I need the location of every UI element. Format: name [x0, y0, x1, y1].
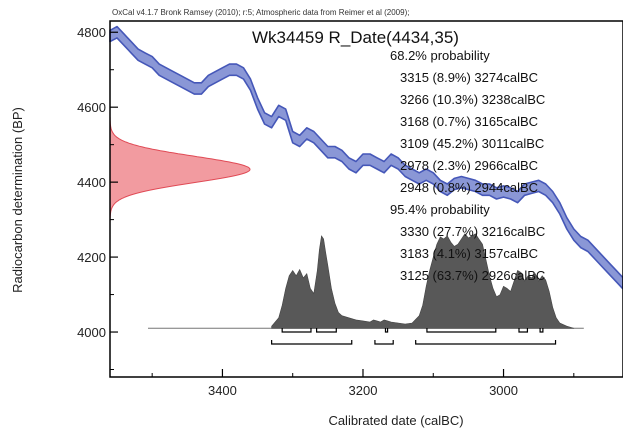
radiocarbon-date-curve	[109, 116, 251, 222]
sigma1-range-text: 3315 (8.9%) 3274calBC	[400, 70, 538, 85]
axes-layer: 4000 4200 4400 4600 4800 3400 3200 3000	[77, 25, 575, 398]
sigma2-range-bracket	[415, 340, 557, 345]
sigma1-range-text: 3266 (10.3%) 3238calBC	[400, 92, 545, 107]
calibrated-distribution	[271, 233, 575, 329]
range-brackets-layer	[271, 328, 557, 345]
sigma1-range-bracket	[384, 328, 389, 333]
probability-distribution-layer	[148, 233, 584, 329]
sigma1-label: 68.2% probability	[390, 48, 490, 63]
plot-frame	[109, 20, 623, 378]
sigma1-range-bracket	[518, 328, 529, 333]
sigma2-range-text: 3125 (63.7%) 2926calBC	[400, 268, 545, 283]
sigma2-range-bracket	[271, 340, 353, 345]
x-tick-label: 3200	[349, 383, 378, 398]
sigma1-range-bracket	[426, 328, 497, 333]
y-tick-label: 4600	[77, 100, 106, 115]
probability-text-block: 68.2% probability 3315 (8.9%) 3274calBC 32…	[390, 48, 545, 283]
sigma1-range-bracket	[281, 328, 312, 333]
y-tick-label: 4800	[77, 25, 106, 40]
sigma1-range-bracket	[316, 328, 337, 333]
sigma1-range-text: 2978 (2.3%) 2966calBC	[400, 158, 538, 173]
sigma1-range-text: 3168 (0.7%) 3165calBC	[400, 114, 538, 129]
y-tick-label: 4200	[77, 250, 106, 265]
x-tick-label: 3400	[208, 383, 237, 398]
x-axis-title: Calibrated date (calBC)	[328, 413, 463, 428]
sigma1-range-text: 3109 (45.2%) 3011calBC	[400, 136, 544, 151]
calibration-curve-band	[109, 25, 623, 290]
y-tick-label: 4400	[77, 175, 106, 190]
y-axis-title: Radiocarbon determination (BP)	[10, 107, 25, 293]
chart-header: OxCal v4.1.7 Bronk Ramsey (2010); r:5; A…	[112, 8, 409, 17]
sigma1-range-text: 2948 (0.8%) 2944calBC	[400, 180, 538, 195]
sigma2-range-text: 3330 (27.7%) 3216calBC	[400, 224, 545, 239]
sigma2-range-bracket	[374, 340, 394, 345]
sigma1-range-bracket	[539, 328, 544, 333]
radiocarbon-date-layer	[109, 116, 251, 222]
sigma2-range-text: 3183 (4.1%) 3157calBC	[400, 246, 538, 261]
sigma2-label: 95.4% probability	[390, 202, 490, 217]
chart-title: Wk34459 R_Date(4434,35)	[252, 28, 459, 47]
x-tick-label: 3000	[489, 383, 518, 398]
y-tick-label: 4000	[77, 325, 106, 340]
calibration-curve-layer	[109, 25, 623, 290]
